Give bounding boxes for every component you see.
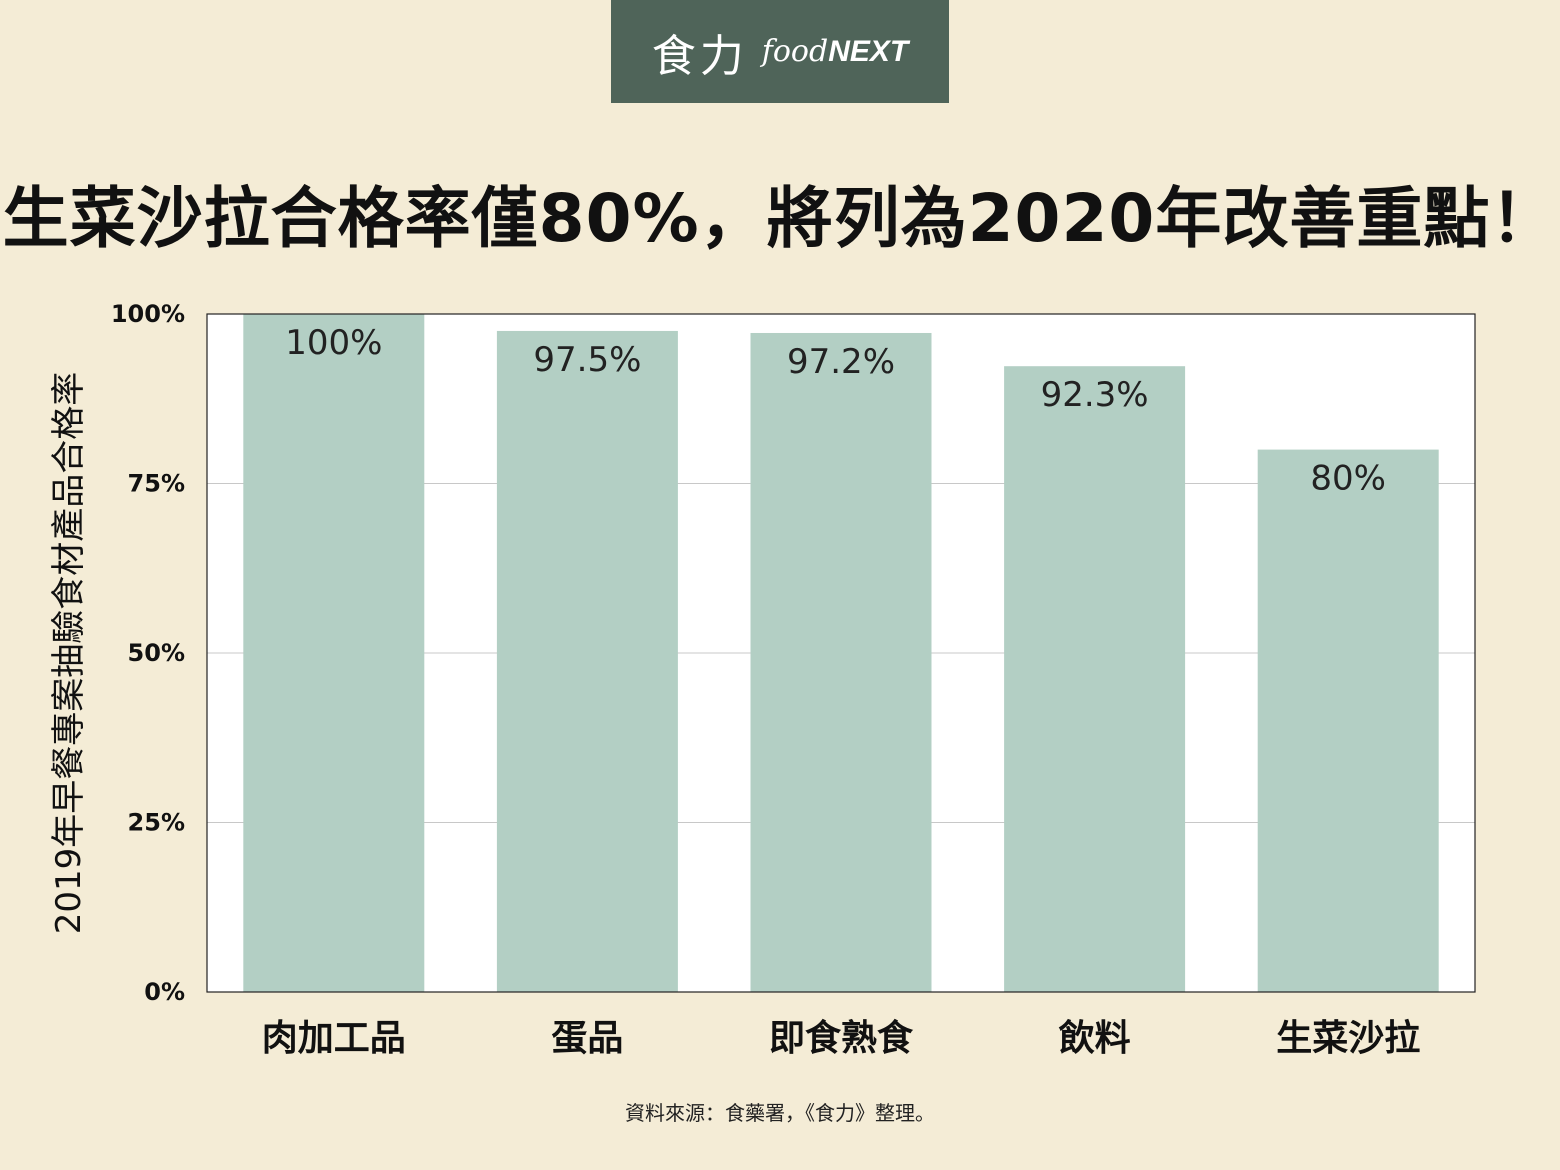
y-axis-label: 2019年早餐專案抽驗食材產品合格率	[49, 372, 89, 935]
bar	[1257, 449, 1439, 993]
logo-english: foodNEXT	[762, 34, 908, 69]
y-tick-label: 0%	[144, 978, 185, 1006]
x-tick-label: 飲料	[1059, 1018, 1131, 1059]
bar	[1004, 366, 1186, 992]
plot-frame	[206, 313, 1476, 993]
data-label: 92.3%	[1041, 375, 1149, 415]
y-tick-label: 75%	[128, 470, 185, 498]
x-tick-label: 肉加工品	[262, 1018, 406, 1059]
logo-chinese: 食力	[651, 30, 748, 82]
data-label: 97.2%	[787, 342, 895, 382]
page-title: 生菜沙拉合格率僅80%，將列為2020年改善重點！	[2, 180, 1558, 257]
y-tick-label: 25%	[128, 809, 185, 837]
y-tick-label: 100%	[111, 300, 185, 328]
x-tick-label: 蛋品	[551, 1018, 623, 1059]
bar	[243, 314, 425, 992]
data-label: 100%	[285, 323, 382, 363]
logo-english-prefix: food	[761, 34, 829, 69]
data-label: 97.5%	[533, 340, 641, 380]
x-tick-label: 即食熟食	[769, 1018, 914, 1059]
y-tick-label: 50%	[128, 639, 185, 667]
x-tick-label: 生菜沙拉	[1276, 1018, 1420, 1059]
logo-english-suffix: NEXT	[828, 35, 909, 68]
bar	[750, 332, 932, 992]
bar	[496, 330, 678, 992]
source-note: 資料來源：食藥署，《食力》整理。	[625, 1101, 935, 1125]
data-label: 80%	[1310, 459, 1386, 499]
logo: 食力 foodNEXT	[611, 0, 949, 103]
